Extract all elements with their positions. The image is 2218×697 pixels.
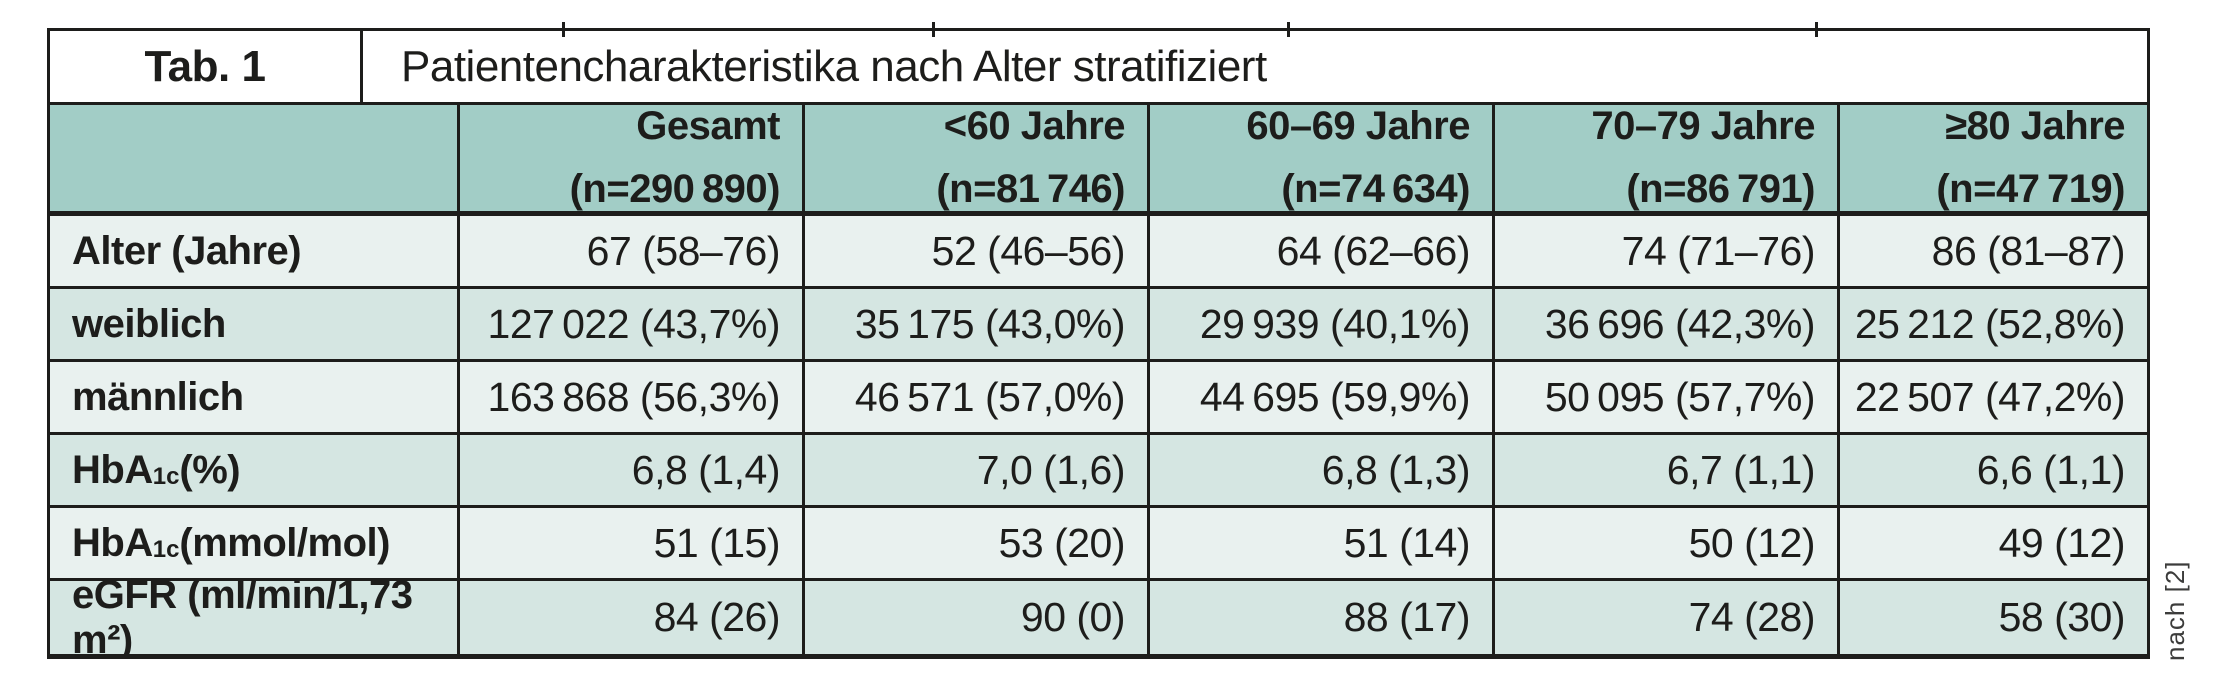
table-cell: 67 (58–76): [460, 216, 805, 289]
column-header-n: (n=47 719): [1936, 167, 2125, 211]
table-cell: 6,8 (1,3): [1150, 435, 1495, 508]
row-label-weiblich: weiblich: [50, 289, 460, 362]
table-frame: Tab. 1 Patientencharakteristika nach Alt…: [47, 22, 2150, 659]
table-cell: 25 212 (52,8%): [1840, 289, 2147, 362]
table-cell: 6,7 (1,1): [1495, 435, 1840, 508]
table-cell: 74 (71–76): [1495, 216, 1840, 289]
data-table: Gesamt (n=290 890) <60 Jahre (n=81 746) …: [47, 105, 2150, 659]
column-header-n: (n=81 746): [936, 167, 1125, 211]
row-label-subscript: 1c: [152, 535, 180, 563]
column-header-80-plus: ≥80 Jahre (n=47 719): [1840, 105, 2147, 216]
row-label-maennlich: männlich: [50, 362, 460, 435]
row-label-hba1c-percent: HbA 1c (%): [50, 435, 460, 508]
header-corner-cell: [50, 105, 460, 216]
row-label-text: männlich: [72, 374, 244, 419]
table-cell: 35 175 (43,0%): [805, 289, 1150, 362]
column-header-label: 70–79 Jahre: [1591, 105, 1815, 148]
table-cell: 36 696 (42,3%): [1495, 289, 1840, 362]
table-cell: 29 939 (40,1%): [1150, 289, 1495, 362]
row-label-text: eGFR (ml/min/1,73 m²): [72, 581, 413, 654]
table-cell: 58 (30): [1840, 581, 2147, 654]
crop-tick: [932, 22, 935, 37]
row-label-subscript: 1c: [152, 462, 180, 490]
table-cell: 6,8 (1,4): [460, 435, 805, 508]
crop-tick: [562, 22, 565, 37]
table-cell: 90 (0): [805, 581, 1150, 654]
table-cell: 127 022 (43,7%): [460, 289, 805, 362]
table-cell: 51 (15): [460, 508, 805, 581]
table-cell: 52 (46–56): [805, 216, 1150, 289]
row-label-text: weiblich: [72, 301, 226, 346]
table-cell: 50 (12): [1495, 508, 1840, 581]
column-header-60-69: 60–69 Jahre (n=74 634): [1150, 105, 1495, 216]
table-cell: 22 507 (47,2%): [1840, 362, 2147, 435]
table-cell: 53 (20): [805, 508, 1150, 581]
crop-tick: [1815, 22, 1818, 37]
row-label-text: HbA: [72, 447, 153, 492]
table-cell: 88 (17): [1150, 581, 1495, 654]
row-label-text: (%): [179, 447, 241, 492]
table-cell: 7,0 (1,6): [805, 435, 1150, 508]
column-header-gesamt: Gesamt (n=290 890): [460, 105, 805, 216]
column-header-70-79: 70–79 Jahre (n=86 791): [1495, 105, 1840, 216]
column-header-n: (n=86 791): [1626, 167, 1815, 211]
crop-tick: [1287, 22, 1290, 37]
table-cell: 51 (14): [1150, 508, 1495, 581]
column-header-n: (n=74 634): [1281, 167, 1470, 211]
column-header-under-60: <60 Jahre (n=81 746): [805, 105, 1150, 216]
source-citation-note: nach [2]: [2160, 560, 2190, 661]
table-cell: 163 868 (56,3%): [460, 362, 805, 435]
table-cell: 46 571 (57,0%): [805, 362, 1150, 435]
table-title-bar: Tab. 1 Patientencharakteristika nach Alt…: [47, 22, 2150, 105]
column-header-label: ≥80 Jahre: [1945, 105, 2125, 148]
table-cell: 6,6 (1,1): [1840, 435, 2147, 508]
row-label-alter: Alter (Jahre): [50, 216, 460, 289]
row-label-text: Alter (Jahre): [72, 228, 302, 273]
table-cell: 64 (62–66): [1150, 216, 1495, 289]
table-cell: 86 (81–87): [1840, 216, 2147, 289]
column-header-label: <60 Jahre: [943, 105, 1126, 148]
row-label-egfr: eGFR (ml/min/1,73 m²): [50, 581, 460, 654]
table-cell: 74 (28): [1495, 581, 1840, 654]
column-header-n: (n=290 890): [569, 167, 781, 211]
table-cell: 44 695 (59,9%): [1150, 362, 1495, 435]
table-cell: 84 (26): [460, 581, 805, 654]
row-label-text: HbA: [72, 520, 153, 565]
table-cell: 49 (12): [1840, 508, 2147, 581]
column-header-label: Gesamt: [636, 105, 780, 148]
table-title: Patientencharakteristika nach Alter stra…: [401, 41, 1267, 91]
row-label-hba1c-mmol: HbA 1c (mmol/mol): [50, 508, 460, 581]
table-cell: 50 095 (57,7%): [1495, 362, 1840, 435]
table-number-label: Tab. 1: [50, 31, 363, 102]
column-header-label: 60–69 Jahre: [1246, 105, 1470, 148]
row-label-text: (mmol/mol): [179, 520, 390, 565]
